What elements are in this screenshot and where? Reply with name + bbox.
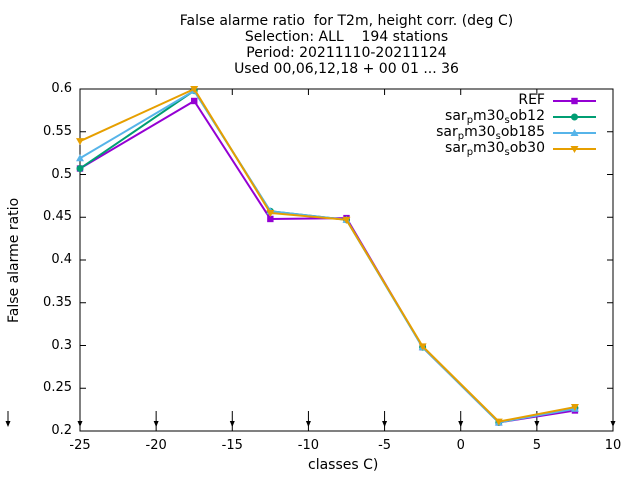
x-tick-label: -20 bbox=[145, 438, 167, 453]
count-marker-head bbox=[382, 421, 388, 427]
legend-label: REF bbox=[518, 92, 545, 108]
chart-axes bbox=[79, 88, 614, 432]
count-markers bbox=[5, 411, 616, 427]
x-tick-label: 10 bbox=[604, 438, 622, 453]
data-point bbox=[570, 404, 579, 412]
x-tick-label: 0 bbox=[456, 438, 465, 453]
y-tick-label: 0.6 bbox=[51, 81, 72, 96]
data-point bbox=[76, 138, 84, 146]
x-tick-label: -10 bbox=[297, 438, 320, 453]
chart-title-line-1: False alarme ratio for T2m, height corr.… bbox=[179, 13, 514, 29]
count-marker-head bbox=[153, 421, 159, 427]
series-layer bbox=[76, 86, 579, 426]
data-point bbox=[267, 215, 274, 223]
x-tick-label: -15 bbox=[221, 438, 243, 453]
data-point bbox=[190, 86, 199, 93]
x-axis-label: classes C) bbox=[308, 457, 379, 473]
legend bbox=[553, 97, 596, 153]
x-tick-label: -5 bbox=[378, 438, 392, 453]
data-point bbox=[570, 146, 579, 153]
data-point bbox=[418, 343, 427, 351]
data-point bbox=[76, 165, 84, 173]
chart-title-line-4: Used 00,06,12,18 + 00 01 ... 36 bbox=[234, 61, 459, 77]
legend-label: sarpm30sob185 bbox=[436, 124, 545, 142]
count-marker-head bbox=[305, 421, 311, 427]
legend-label: sarpm30sob12 bbox=[445, 108, 545, 126]
x-tick-label: -25 bbox=[69, 438, 91, 453]
data-point bbox=[266, 209, 275, 217]
y-tick-label: 0.55 bbox=[43, 123, 72, 139]
y-tick-label: 0.2 bbox=[51, 423, 72, 438]
y-tick-label: 0.35 bbox=[43, 294, 72, 310]
data-point bbox=[570, 129, 579, 136]
y-axis-label: False alarme ratio bbox=[6, 197, 22, 323]
count-marker-head bbox=[610, 421, 616, 427]
y-tick-label: 0.25 bbox=[43, 380, 72, 396]
y-tick-label: 0.3 bbox=[51, 337, 72, 353]
count-marker-head bbox=[458, 421, 464, 427]
data-point bbox=[571, 113, 578, 121]
series-sar-pm30-sob30 bbox=[76, 86, 579, 426]
y-tick-label: 0.5 bbox=[51, 166, 72, 182]
data-point bbox=[191, 97, 198, 105]
count-marker-head bbox=[229, 421, 235, 427]
count-marker-head bbox=[77, 421, 83, 427]
x-tick-label: 5 bbox=[532, 438, 541, 453]
y-tick-label: 0.45 bbox=[43, 209, 72, 225]
data-point bbox=[494, 418, 503, 426]
count-marker-head bbox=[534, 421, 540, 427]
y-tick-label: 0.4 bbox=[51, 252, 72, 267]
chart-title-line-2: Selection: ALL 194 stations bbox=[244, 29, 449, 45]
legend-label: sarpm30sob30 bbox=[445, 140, 545, 158]
chart-title-line-3: Period: 20211110-20211124 bbox=[246, 45, 447, 61]
count-marker-head bbox=[5, 421, 11, 427]
data-point bbox=[76, 154, 84, 162]
data-point bbox=[571, 97, 578, 105]
data-point bbox=[342, 216, 351, 224]
